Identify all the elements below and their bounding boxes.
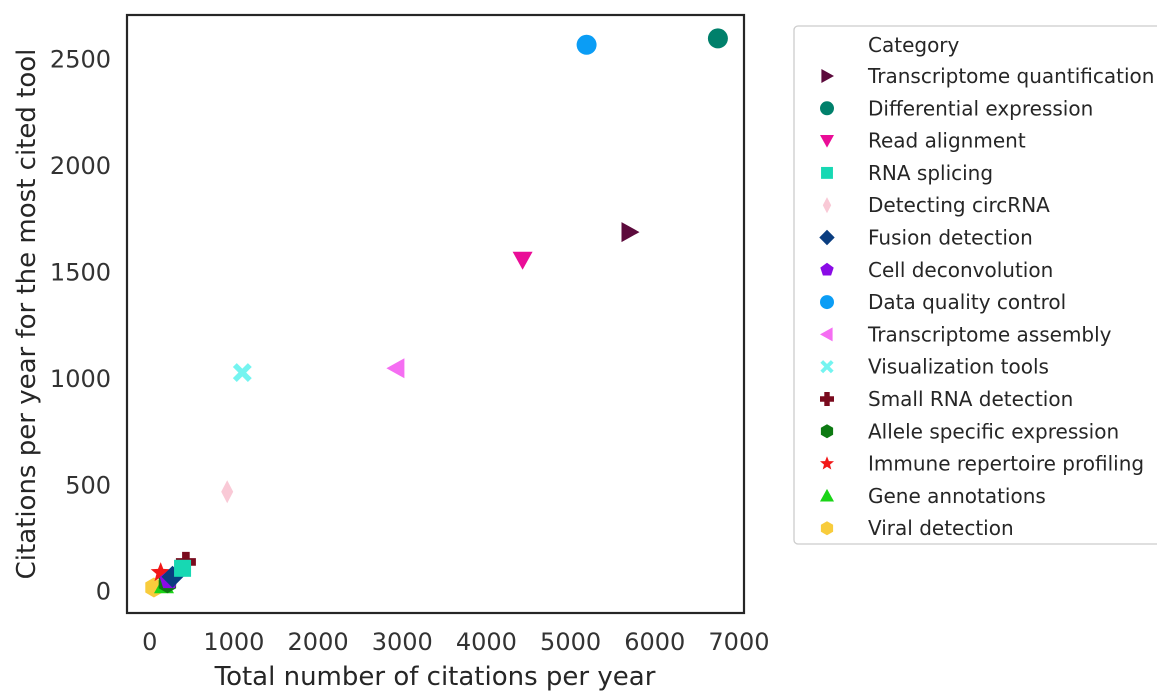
legend: Category Transcriptome quantification Dif… [794,26,1157,544]
legend-label-small-rna-detection: Small RNA detection [868,387,1073,411]
data-points [145,28,728,597]
x-tick-label-5000: 5000 [540,628,601,656]
legend-label-rna-splicing: RNA splicing [868,161,993,185]
y-tick-label-0: 0 [96,578,111,606]
point-data-quality-control [577,35,597,55]
x-tick-label-3000: 3000 [372,628,433,656]
legend-marker-data-quality-control [820,295,834,309]
point-differential-expression [708,28,728,48]
legend-label-visualization-tools: Visualization tools [868,355,1049,379]
legend-label-immune-repertoire-profiling: Immune repertoire profiling [868,452,1144,476]
point-transcriptome-quantification [622,222,640,242]
y-axis-title: Citations per year for the most cited to… [12,49,42,580]
point-read-alignment [513,252,533,270]
point-rna-splicing [174,560,191,577]
y-axis-ticks: 0 500 1000 1500 2000 2500 [50,46,111,606]
y-tick-label-2500: 2500 [50,46,111,74]
legend-item-transcriptome-quantification: Transcriptome quantification [821,64,1154,88]
x-tick-label-1000: 1000 [203,628,264,656]
y-tick-label-1500: 1500 [50,259,111,287]
y-tick-label-500: 500 [65,471,111,499]
legend-marker-rna-splicing [821,167,833,179]
legend-label-fusion-detection: Fusion detection [868,226,1033,250]
point-detecting-circrna [221,480,233,503]
point-visualization-tools [235,365,250,380]
legend-label-viral-detection: Viral detection [868,516,1014,540]
x-tick-label-7000: 7000 [708,628,769,656]
legend-label-cell-deconvolution: Cell deconvolution [868,258,1053,282]
legend-label-allele-specific-expression: Allele specific expression [868,419,1119,443]
x-axis-ticks: 0 1000 2000 3000 4000 5000 6000 7000 [142,628,769,656]
x-axis-title: Total number of citations per year [214,662,656,692]
legend-item-immune-repertoire-profiling: Immune repertoire profiling [820,452,1144,476]
legend-label-transcriptome-quantification: Transcriptome quantification [867,64,1154,88]
legend-label-read-alignment: Read alignment [868,129,1026,153]
y-tick-label-1000: 1000 [50,365,111,393]
x-tick-label-4000: 4000 [456,628,517,656]
legend-marker-differential-expression [820,101,834,115]
legend-label-differential-expression: Differential expression [868,96,1093,120]
legend-label-data-quality-control: Data quality control [868,290,1066,314]
legend-label-gene-annotations: Gene annotations [868,484,1046,508]
plot-area-frame [127,15,744,613]
legend-title: Category [868,33,960,57]
y-tick-label-2000: 2000 [50,152,111,180]
legend-label-transcriptome-assembly: Transcriptome assembly [867,322,1112,346]
x-tick-label-0: 0 [142,628,157,656]
x-tick-label-2000: 2000 [288,628,349,656]
legend-label-detecting-circrna: Detecting circRNA [868,193,1050,217]
point-transcriptome-assembly [386,358,404,378]
x-tick-label-6000: 6000 [624,628,685,656]
